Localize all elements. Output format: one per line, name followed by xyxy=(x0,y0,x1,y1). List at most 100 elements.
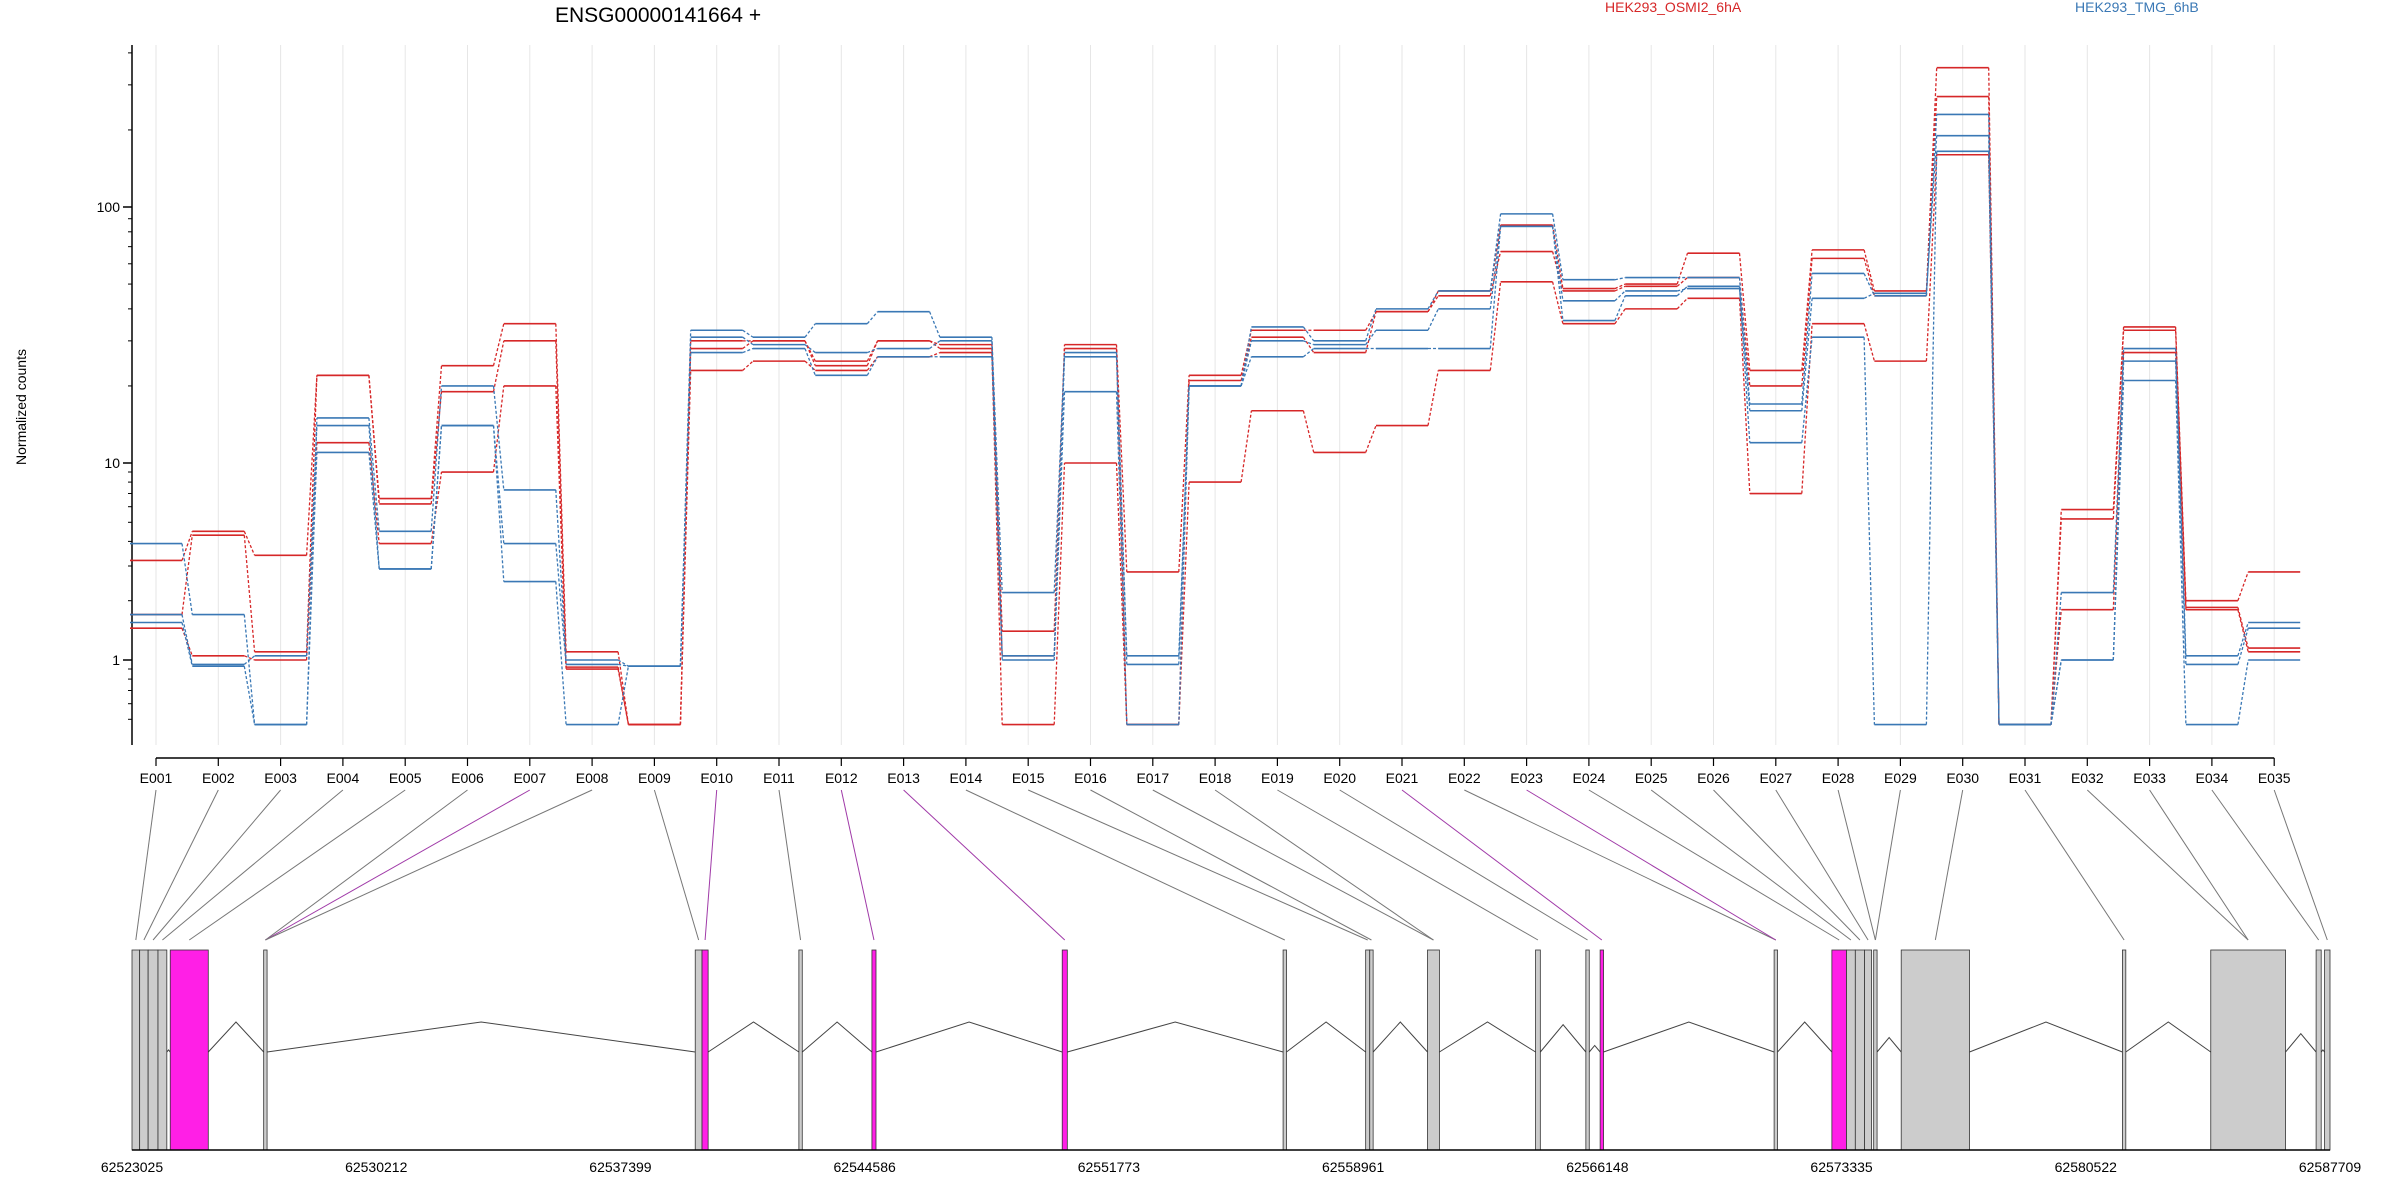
data-transition xyxy=(804,323,816,338)
x-tick-label: E017 xyxy=(1136,770,1169,786)
data-transition xyxy=(1801,249,1813,371)
coord-label: 62537399 xyxy=(589,1159,652,1175)
intron-line xyxy=(1876,1036,1902,1053)
exon-box xyxy=(1864,949,1873,1151)
data-transition xyxy=(1863,292,1875,299)
data-transition xyxy=(430,365,443,499)
x-tick-label: E028 xyxy=(1822,770,1855,786)
exon-connector xyxy=(265,789,593,941)
data-transition xyxy=(1801,258,1813,386)
intron-line xyxy=(1286,1021,1366,1053)
data-transition xyxy=(742,360,754,371)
legend-tmg: HEK293_TMG_6hB xyxy=(2075,0,2199,15)
intron-line xyxy=(2125,1021,2212,1053)
data-transition xyxy=(492,385,505,490)
x-tick-label: E034 xyxy=(2196,770,2229,786)
intron-line xyxy=(1439,1021,1536,1053)
x-tick-label: E021 xyxy=(1386,770,1419,786)
data-transition xyxy=(555,581,567,725)
y-tick-label: 1 xyxy=(112,652,120,668)
exon-box-highlighted xyxy=(701,949,709,1151)
x-tick-label: E022 xyxy=(1448,770,1481,786)
exon-connector-lines xyxy=(135,789,2328,941)
exon-connector xyxy=(965,789,1286,941)
data-transition xyxy=(1676,252,1689,285)
data-transition xyxy=(2174,361,2187,665)
y-axis-label: Normalized counts xyxy=(13,349,29,465)
intron-line xyxy=(1067,1021,1284,1053)
data-transition xyxy=(1365,308,1377,342)
coord-label: 62573335 xyxy=(1810,1159,1873,1175)
exon-connector xyxy=(1152,789,1434,941)
data-transition xyxy=(2237,659,2249,725)
intron-line xyxy=(1969,1021,2123,1053)
exon-connector xyxy=(1277,789,1539,941)
x-tick-label: E002 xyxy=(202,770,235,786)
x-tick-label: E012 xyxy=(825,770,858,786)
chart-title: ENSG00000141664 + xyxy=(555,4,761,27)
data-transition xyxy=(617,668,630,725)
data-transition xyxy=(492,425,505,582)
exon-connector xyxy=(152,789,281,941)
exon-connector xyxy=(1588,789,1840,941)
data-transition xyxy=(1863,337,1876,725)
data-transition xyxy=(866,340,879,366)
data-transition xyxy=(1427,308,1439,331)
exon-connector xyxy=(1874,789,1901,941)
exon-box xyxy=(1535,949,1541,1151)
exon-connector xyxy=(1027,789,1368,941)
intron-line xyxy=(207,1021,265,1053)
data-transition xyxy=(804,344,816,354)
coord-label: 62523025 xyxy=(101,1159,164,1175)
data-transition xyxy=(1365,425,1377,453)
exon-box xyxy=(1773,949,1778,1151)
exon-box-highlighted xyxy=(169,949,209,1151)
data-transition xyxy=(492,340,505,392)
data-transition xyxy=(1303,340,1314,346)
data-transition xyxy=(1427,370,1439,426)
data-transition xyxy=(1925,135,1938,294)
data-transition xyxy=(1801,337,1813,443)
coordinate-axis: 62523025 62530212 62537399 62544586 62551773… xyxy=(101,1149,2361,1175)
exon-connector xyxy=(903,789,1066,941)
data-transition xyxy=(1427,290,1439,312)
coord-label: 62558961 xyxy=(1322,1159,1385,1175)
coord-label: 62580522 xyxy=(2055,1159,2118,1175)
exon-connector xyxy=(653,789,700,941)
data-transition xyxy=(430,391,443,504)
data-transition xyxy=(804,340,816,362)
data-transition xyxy=(1614,290,1626,302)
data-transition xyxy=(1115,348,1128,725)
x-tick-label: E032 xyxy=(2071,770,2104,786)
data-transition xyxy=(1178,385,1190,656)
intron-line xyxy=(267,1021,696,1053)
data-transition xyxy=(679,337,692,667)
data-transition xyxy=(1551,226,1564,321)
data-transition xyxy=(368,375,380,504)
exon-box xyxy=(1585,949,1590,1151)
data-transition xyxy=(1738,277,1751,386)
x-tick-label: E018 xyxy=(1199,770,1232,786)
exon-connector xyxy=(2211,789,2320,941)
data-transition xyxy=(617,659,629,667)
data-transition xyxy=(1551,213,1564,280)
exon-box xyxy=(131,949,141,1151)
exon-connector xyxy=(704,789,718,941)
data-transition xyxy=(1427,290,1439,310)
intron-line xyxy=(1372,1021,1428,1053)
data-transition xyxy=(1925,151,1938,725)
exon-box xyxy=(147,949,159,1151)
data-transition xyxy=(305,425,318,656)
data-transition xyxy=(2237,571,2249,601)
exon-connector xyxy=(778,789,802,941)
data-transition xyxy=(804,340,816,366)
data-transition xyxy=(1925,96,1938,296)
data-transition xyxy=(2112,361,2125,661)
exon-box-highlighted xyxy=(1061,949,1068,1151)
intron-line xyxy=(801,1021,873,1053)
data-transition xyxy=(1677,287,1688,292)
data-transition xyxy=(243,535,256,652)
data-transition xyxy=(1676,297,1688,310)
data-transition xyxy=(1614,276,1626,281)
